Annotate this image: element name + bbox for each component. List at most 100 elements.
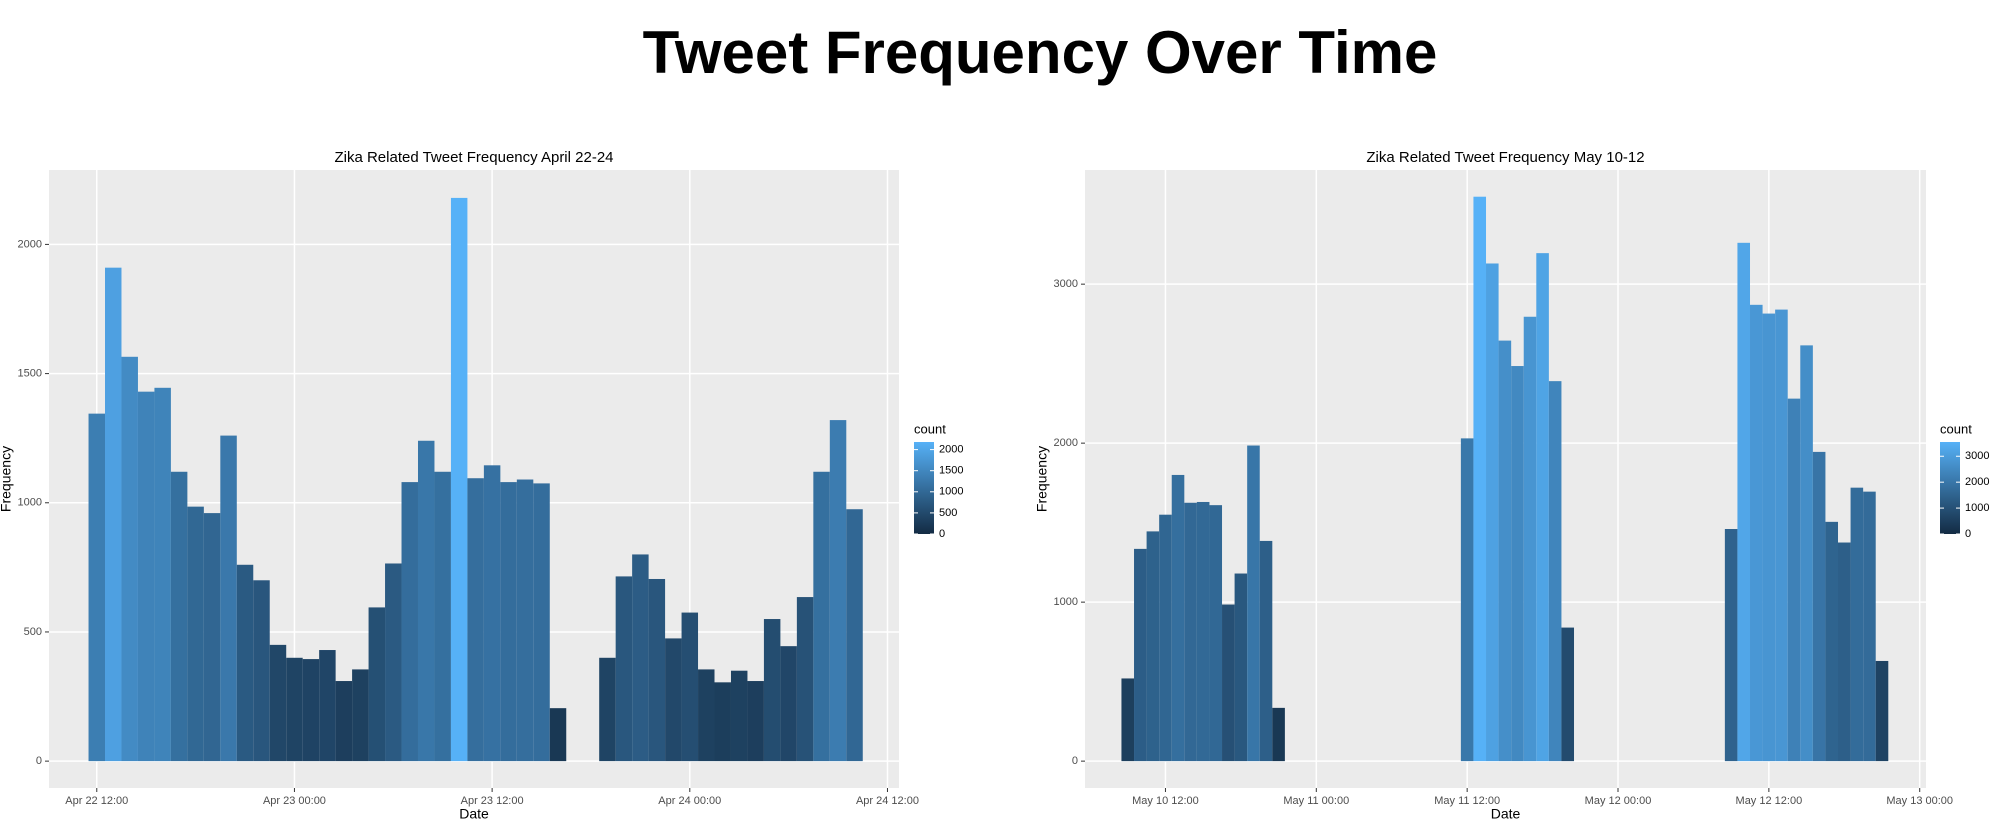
bar	[352, 669, 369, 762]
legend-tick-label: 0	[939, 528, 945, 540]
bar	[1863, 491, 1876, 762]
bar	[1222, 604, 1235, 762]
bar	[187, 506, 204, 762]
y-axis-label: Frequency	[1034, 446, 1050, 512]
bar	[385, 563, 402, 762]
bar	[1762, 313, 1776, 762]
bar	[121, 356, 138, 762]
x-tick-label: May 12 12:00	[1736, 795, 1803, 807]
legend-tick-label: 1500	[939, 465, 963, 477]
bar	[648, 578, 666, 762]
bar	[269, 644, 287, 762]
bar	[137, 391, 155, 762]
bar	[319, 650, 336, 762]
y-tick-label: 2000	[1054, 437, 1078, 449]
bar	[253, 580, 270, 762]
bar	[763, 619, 781, 762]
x-axis-label: Date	[459, 806, 489, 820]
legend-colorbar	[914, 442, 934, 534]
y-tick-label: 1000	[1054, 596, 1078, 608]
bar	[780, 646, 797, 762]
bar	[1486, 263, 1499, 762]
bar	[1787, 398, 1801, 762]
legend-tick-label: 3000	[1965, 450, 1989, 462]
bar	[1184, 502, 1197, 762]
bar	[88, 413, 106, 762]
x-tick-label: Apr 24 12:00	[856, 795, 919, 807]
x-axis-label: Date	[1491, 806, 1521, 820]
bar	[170, 471, 188, 762]
bar	[417, 440, 435, 762]
bar	[1800, 345, 1813, 762]
y-tick-label: 1500	[18, 367, 42, 379]
bar	[681, 612, 699, 762]
bar	[1259, 540, 1273, 762]
x-tick-label: Apr 23 00:00	[263, 795, 326, 807]
bar	[615, 576, 633, 762]
legend-title: count	[1940, 421, 1972, 436]
bar	[698, 669, 715, 762]
bar	[1850, 487, 1864, 762]
x-tick-label: Apr 24 00:00	[658, 795, 721, 807]
bar	[1196, 501, 1210, 762]
bar	[796, 597, 814, 762]
legend-colorbar	[1940, 442, 1960, 534]
bar	[1146, 531, 1160, 762]
bar	[1171, 474, 1185, 762]
bar	[1460, 438, 1474, 762]
bar	[1134, 548, 1147, 762]
chart-title: Zika Related Tweet Frequency April 22-24	[334, 149, 613, 166]
bar	[714, 682, 731, 762]
bar	[1724, 529, 1738, 762]
bar	[1548, 381, 1562, 762]
bar	[1498, 340, 1512, 762]
bar	[730, 670, 748, 762]
bar	[747, 681, 764, 762]
main-title: Tweet Frequency Over Time	[643, 19, 1438, 86]
bar	[1523, 316, 1537, 762]
bar	[1247, 445, 1260, 762]
bar	[1272, 707, 1285, 762]
x-tick-label: Apr 23 12:00	[461, 795, 524, 807]
bar	[368, 607, 386, 762]
chart-title: Zika Related Tweet Frequency May 10-12	[1366, 149, 1644, 166]
legend-tick-label: 1000	[939, 486, 963, 498]
y-tick-label: 2000	[18, 238, 42, 250]
y-tick-label: 0	[1072, 755, 1078, 767]
x-tick-label: May 11 12:00	[1434, 795, 1500, 807]
bar	[1812, 451, 1826, 762]
legend-tick-label: 2000	[939, 444, 963, 456]
bar	[105, 267, 122, 762]
bar	[1825, 521, 1839, 762]
x-tick-label: May 12 00:00	[1585, 795, 1652, 807]
bar	[203, 513, 221, 762]
bar	[599, 657, 616, 762]
bar	[846, 509, 863, 762]
bar	[1473, 196, 1487, 762]
chart: Zika Related Tweet Frequency May 10-12 0 1…	[1034, 149, 1990, 820]
bar	[533, 483, 550, 762]
bar	[665, 638, 682, 762]
bar	[1121, 678, 1135, 762]
bar	[1737, 242, 1751, 762]
bar	[516, 479, 534, 762]
bar	[549, 708, 567, 762]
bar	[1159, 514, 1172, 762]
y-axis-label: Frequency	[0, 446, 14, 512]
legend-tick-label: 1000	[1965, 502, 1989, 514]
x-tick-label: May 11 00:00	[1283, 795, 1349, 807]
bar	[302, 659, 320, 762]
bar	[1875, 660, 1889, 762]
x-tick-label: May 13 00:00	[1886, 795, 1953, 807]
bar	[1511, 366, 1524, 762]
bar	[286, 657, 303, 762]
bar	[1775, 309, 1788, 762]
legend-tick-label: 500	[939, 507, 957, 519]
bar	[401, 482, 418, 762]
bar	[1536, 253, 1549, 762]
bar	[829, 420, 847, 762]
bar	[335, 681, 353, 762]
x-tick-label: Apr 22 12:00	[65, 795, 128, 807]
bar	[467, 478, 484, 762]
